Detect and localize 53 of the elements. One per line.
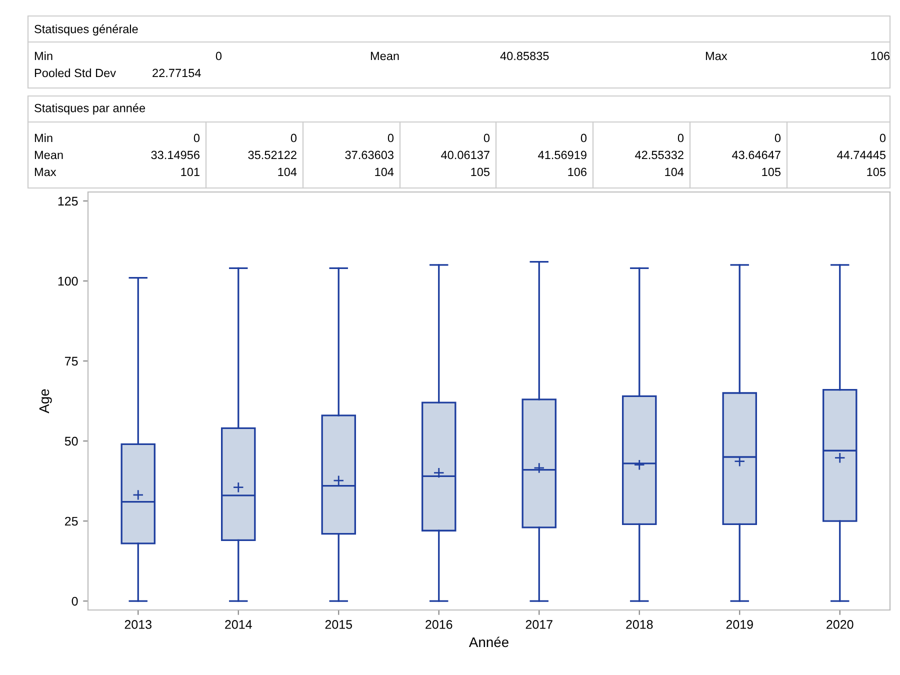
y-tick-label: 0 [72, 596, 78, 606]
x-tick-label: 2013 [124, 620, 152, 629]
x-tick-label: 2014 [225, 620, 252, 629]
x-tick-label: 2015 [325, 620, 352, 629]
x-tick-label: 2019 [726, 620, 753, 629]
text: 37.63603 [345, 150, 394, 160]
x-tick-label: 2020 [826, 620, 854, 629]
text: 35.52122 [248, 150, 296, 160]
text: 0 [216, 52, 222, 60]
text: 104 [375, 168, 394, 176]
y-tick-label: 25 [65, 516, 78, 526]
text: Max [706, 52, 728, 60]
text: 104 [278, 168, 297, 176]
text: 105 [867, 168, 886, 176]
text: 43.64647 [732, 150, 780, 160]
text: 40.85835 [500, 52, 549, 60]
text: 104 [665, 168, 684, 176]
text: 41.56919 [538, 150, 586, 160]
text: 0 [290, 134, 297, 142]
text: Min [34, 133, 52, 142]
x-tick-label: 2018 [626, 620, 653, 629]
text: 0 [484, 134, 490, 142]
text: 44.74445 [837, 150, 886, 160]
text: Pooled Std Dev [34, 68, 116, 78]
text: 106 [568, 168, 586, 176]
x-axis-title: Année [468, 636, 508, 648]
text: 0 [678, 134, 684, 142]
text: Statisques générale [34, 24, 138, 36]
text: 0 [388, 134, 394, 142]
text: 105 [762, 168, 781, 176]
y-axis-title: Age [39, 389, 52, 414]
x-tick-label: 2016 [426, 620, 452, 629]
y-tick-label: 125 [58, 196, 78, 206]
text: 42.55332 [635, 150, 684, 160]
text: 40.06137 [441, 150, 490, 160]
text: 0 [580, 134, 587, 142]
text: Statisques par année [34, 103, 146, 115]
text: Min [34, 52, 52, 60]
x-tick-label: 2017 [526, 620, 552, 629]
text: 0 [880, 134, 886, 142]
y-tick-label: 100 [58, 276, 78, 286]
text: 106 [871, 52, 890, 60]
text: 101 [181, 168, 200, 176]
text: 33.14956 [151, 150, 200, 160]
y-tick-label: 50 [64, 436, 78, 446]
text: 0 [774, 134, 781, 142]
text: Max [34, 168, 56, 176]
text: Mean [370, 52, 399, 60]
y-tick-label: 75 [65, 356, 78, 366]
text: 22.77154 [152, 68, 201, 78]
text: 0 [194, 134, 200, 142]
text: Mean [34, 150, 63, 160]
text: 105 [471, 168, 490, 176]
